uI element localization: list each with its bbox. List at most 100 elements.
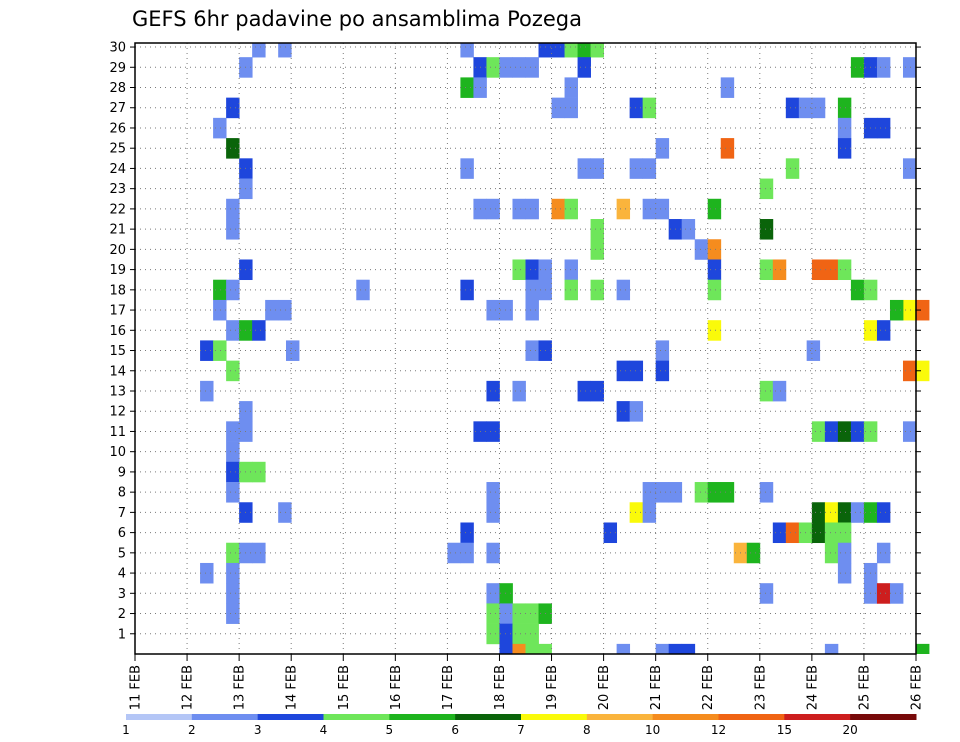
x-tick-label: 11 FEB — [129, 665, 144, 710]
heatmap-cell — [356, 279, 370, 301]
heatmap-cell — [447, 542, 461, 564]
heatmap-cell — [590, 158, 604, 179]
heatmap-cell — [759, 178, 774, 200]
legend-label: 2 — [188, 723, 196, 737]
heatmap-cell — [226, 562, 240, 584]
heatmap-cell — [811, 259, 826, 281]
x-tick-label: 12 FEB — [181, 665, 196, 710]
heatmap-cell — [694, 239, 709, 260]
heatmap-cell — [252, 43, 266, 58]
x-tick-label: 23 FEB — [753, 665, 768, 710]
heatmap-cell — [252, 542, 266, 564]
heatmap-cell — [525, 340, 539, 361]
legend-swatch — [586, 714, 654, 720]
y-tick-label: 5 — [118, 546, 126, 561]
legend-swatch — [257, 714, 324, 720]
y-tick-label: 23 — [109, 182, 126, 197]
heatmap-cell — [525, 299, 539, 321]
heatmap-cell — [538, 643, 552, 654]
heatmap-cell — [213, 117, 227, 139]
heatmap-cell — [213, 340, 227, 361]
heatmap-cell — [525, 643, 539, 654]
heatmap-cell — [837, 97, 852, 119]
heatmap-cell — [889, 299, 904, 321]
heatmap-cell — [486, 482, 500, 503]
heatmap-cell — [785, 522, 800, 544]
x-tick-label: 19 FEB — [545, 665, 560, 710]
heatmap-cell — [876, 117, 891, 139]
heatmap-cell — [642, 198, 657, 220]
y-tick-label: 14 — [109, 364, 126, 379]
heatmap-cell — [226, 441, 240, 463]
heatmap-cell — [499, 57, 513, 78]
heatmap-cell — [707, 259, 722, 281]
heatmap-cell — [564, 43, 578, 58]
heatmap-cell — [850, 502, 865, 523]
legend-swatch — [455, 714, 522, 720]
heatmap-cell — [642, 482, 657, 503]
heatmap-cell — [916, 360, 930, 382]
heatmap-cell — [278, 299, 292, 321]
y-tick-label: 27 — [109, 101, 126, 116]
y-tick-label: 11 — [109, 425, 126, 440]
y-tick-label: 4 — [118, 567, 126, 582]
heatmap-cell — [824, 522, 839, 544]
legend-label: 8 — [583, 723, 591, 737]
y-tick-label: 16 — [109, 324, 126, 339]
heatmap-cell — [200, 340, 214, 361]
legend-swatch — [784, 714, 851, 720]
heatmap-cell — [486, 198, 500, 220]
heatmap-cell — [720, 77, 735, 98]
heatmap-cell — [512, 603, 526, 624]
heatmap-cell — [486, 623, 500, 645]
heatmap-cell — [837, 562, 852, 584]
heatmap-cell — [902, 158, 917, 179]
heatmap-cell — [720, 482, 735, 503]
x-axis-ticks: 11 FEB 12 FEB 13 FEB 14 FEB 15 FEB 16 FEB 17 F… — [129, 654, 925, 710]
heatmap-cell — [720, 138, 735, 159]
heatmap-cell — [876, 583, 891, 604]
heatmap-cell — [902, 360, 917, 382]
heatmap-cell — [226, 219, 240, 240]
heatmap-cell — [499, 299, 513, 321]
heatmap-cell — [200, 380, 214, 402]
heatmap-cell — [916, 643, 930, 654]
heatmap-cell — [655, 340, 670, 361]
heatmap-cell — [785, 158, 800, 179]
heatmap-cell — [837, 117, 852, 139]
heatmap-cell — [850, 279, 865, 301]
heatmap-cell — [759, 219, 774, 240]
y-tick-label: 30 — [109, 41, 126, 56]
heatmap-cell — [525, 603, 539, 624]
heatmap-cell — [564, 97, 578, 119]
heatmap-cell — [512, 259, 526, 281]
x-tick-label: 24 FEB — [805, 665, 820, 710]
heatmap-cell — [512, 623, 526, 645]
heatmap-cell — [499, 603, 513, 624]
heatmap-cell — [551, 97, 565, 119]
heatmap-cell — [226, 583, 240, 604]
heatmap-cell — [707, 198, 722, 220]
heatmap-cell — [486, 583, 500, 604]
heatmap-cell — [460, 43, 474, 58]
x-tick-label: 13 FEB — [233, 665, 248, 710]
heatmap-cell — [460, 542, 474, 564]
heatmap-cell — [824, 502, 839, 523]
x-tick-label: 22 FEB — [701, 665, 716, 710]
heatmap-cell — [616, 401, 631, 422]
legend-label: 1 — [122, 723, 130, 737]
heatmap-cell — [850, 57, 865, 78]
heatmap-cell — [200, 562, 214, 584]
legend-swatch — [718, 714, 785, 720]
heatmap-cell — [226, 421, 240, 442]
heatmap-cell — [824, 542, 839, 564]
x-tick-label: 26 FEB — [910, 665, 925, 710]
legend-label: 5 — [386, 723, 394, 737]
x-tick-label: 17 FEB — [441, 665, 456, 710]
heatmap-cell — [226, 138, 240, 159]
heatmap-cell — [811, 522, 826, 544]
heatmap-cell — [564, 279, 578, 301]
heatmap-cell — [226, 360, 240, 382]
x-tick-label: 18 FEB — [493, 665, 508, 710]
